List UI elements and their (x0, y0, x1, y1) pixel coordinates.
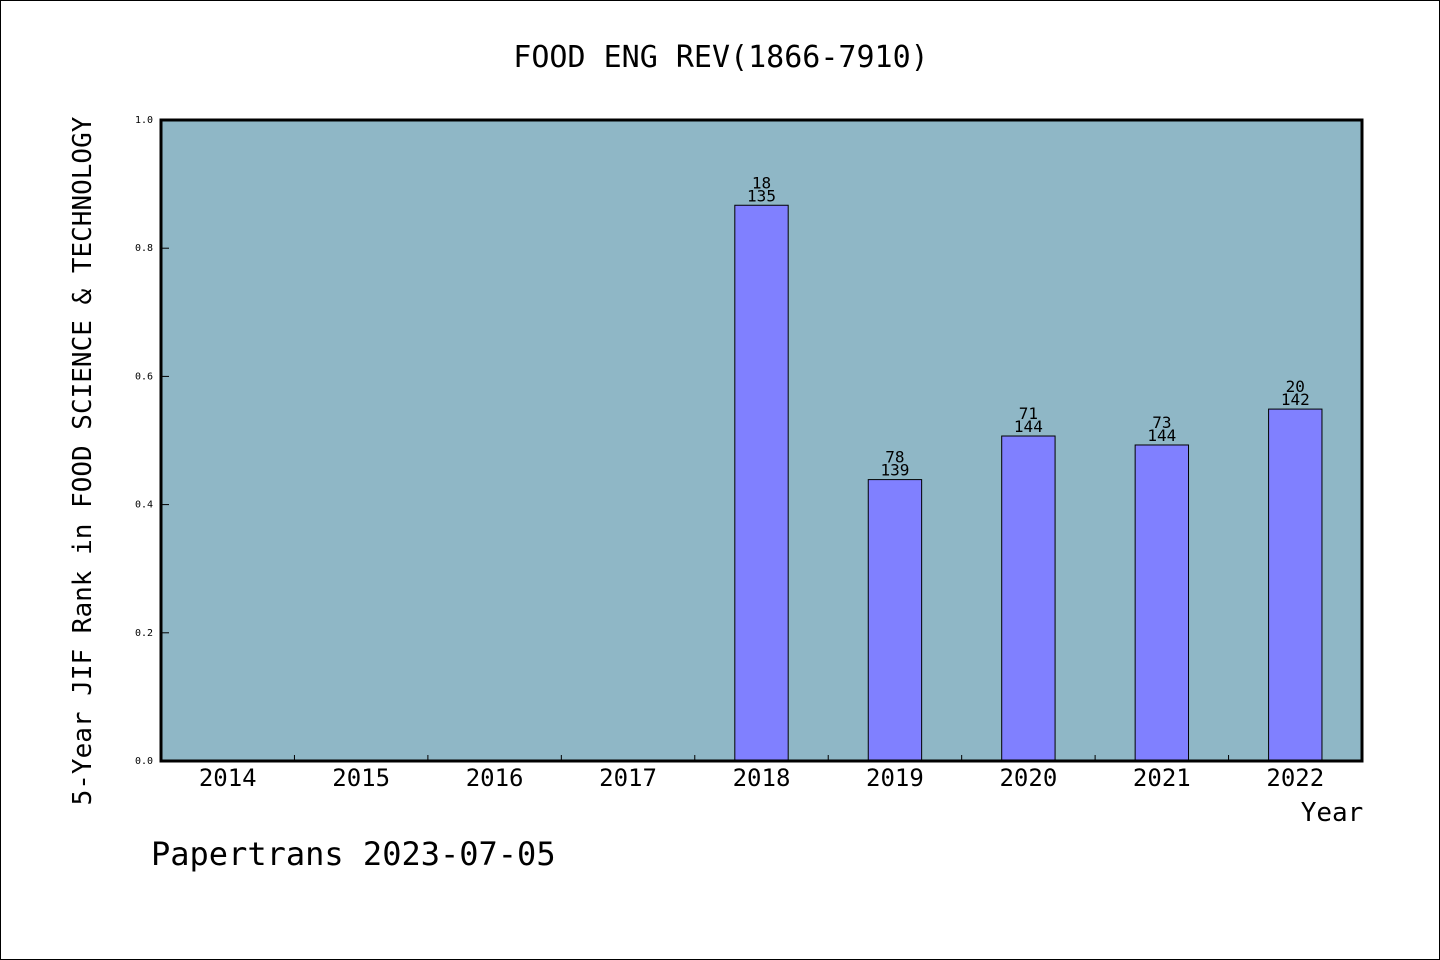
bars-group (734, 204, 1323, 762)
bar (734, 204, 789, 762)
y-axis-label: 5-Year JIF Rank in FOOD SCIENCE & TECHNO… (68, 116, 98, 805)
x-axis-ticks: 2014 2015 2016 2017 2018 2019 2020 2021 2022 (199, 755, 1324, 792)
chart-title: FOOD ENG REV(1866-7910) (513, 40, 928, 75)
x-tick-label: 2019 (866, 764, 924, 792)
x-tick-label: 2022 (1266, 764, 1324, 792)
y-tick-label: 0.2 (135, 628, 153, 639)
x-tick-label: 2017 (599, 764, 657, 792)
bar-label-total: 139 (880, 461, 909, 480)
bar-label-rank: 71 (1019, 404, 1038, 423)
bar-label-total: 135 (747, 186, 776, 205)
x-tick-label: 2021 (1133, 764, 1191, 792)
bar-label-total: 142 (1281, 390, 1310, 409)
y-tick-label: 0.4 (135, 500, 153, 511)
x-tick-label: 2016 (466, 764, 524, 792)
bar-label-total: 144 (1014, 417, 1043, 436)
x-tick-label: 2020 (999, 764, 1057, 792)
y-tick-label: 0.0 (135, 756, 153, 767)
bar (1268, 408, 1323, 762)
footer-text: Papertrans 2023-07-05 (151, 835, 556, 873)
bar (1001, 435, 1056, 762)
x-tick-label: 2014 (199, 764, 257, 792)
bar-label-rank: 73 (1152, 413, 1171, 432)
y-tick-label: 0.6 (135, 371, 153, 382)
bar-label-rank: 18 (752, 173, 771, 192)
plot-border (159, 118, 1364, 763)
bar (1134, 444, 1190, 762)
x-tick-label: 2018 (733, 764, 791, 792)
bar-label-total: 144 (1147, 426, 1176, 445)
bar-label-rank: 20 (1286, 377, 1305, 396)
bar (867, 479, 923, 762)
y-tick-label: 0.8 (135, 243, 153, 254)
bar-label-rank: 78 (885, 448, 904, 467)
x-axis-label: Year (1301, 798, 1364, 828)
y-tick-label: 1.0 (135, 115, 153, 126)
x-tick-label: 2015 (332, 764, 390, 792)
